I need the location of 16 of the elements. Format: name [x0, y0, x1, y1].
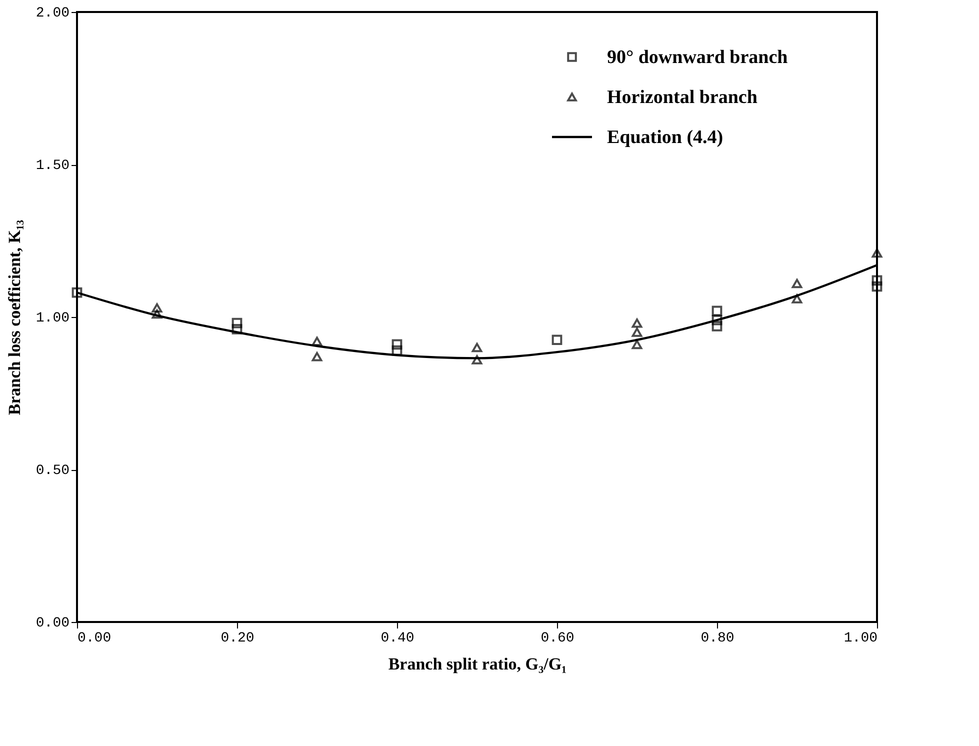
- x-tick-label: 0.40: [380, 630, 414, 646]
- x-axis-title: Branch split ratio, G₃/G₁: [388, 654, 567, 674]
- y-axis-title: Branch loss coefficient, K₁₃: [4, 220, 24, 416]
- x-tick-label: 1.00: [844, 630, 878, 646]
- x-tick-label: 0.20: [220, 630, 254, 646]
- legend-label: 90° downward branch: [607, 47, 788, 68]
- legend-label: Horizontal branch: [607, 87, 758, 108]
- y-tick-label: 1.50: [36, 158, 70, 174]
- y-tick-label: 1.00: [36, 310, 70, 326]
- x-tick-label: 0.80: [700, 630, 734, 646]
- y-tick-label: 2.00: [36, 6, 70, 22]
- x-tick-label: 0.00: [78, 630, 112, 646]
- y-tick-label: 0.00: [36, 616, 70, 632]
- x-tick-label: 0.60: [540, 630, 574, 646]
- legend-label: Equation (4.4): [607, 127, 724, 148]
- y-tick-label: 0.50: [36, 463, 70, 479]
